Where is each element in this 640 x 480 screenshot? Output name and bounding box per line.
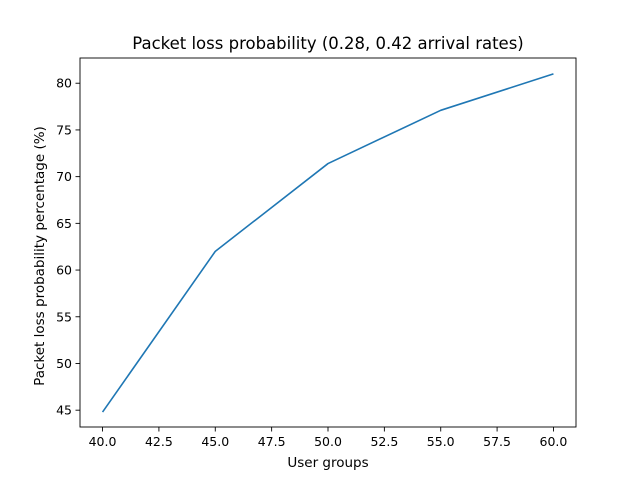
x-tick-label: 50.0 (314, 434, 342, 449)
y-tick-label: 80 (56, 76, 72, 91)
axes-frame (79, 57, 577, 428)
y-tick-label: 70 (56, 169, 72, 184)
plot-area: 40.0 42.5 45.0 47.5 50.0 52.5 55.0 57.5 60.0 45 50… (56, 57, 577, 449)
x-tick-label: 40.0 (89, 434, 117, 449)
x-tick-label: 57.5 (483, 434, 511, 449)
y-tick-label: 60 (56, 263, 72, 278)
chart-title: Packet loss probability (0.28, 0.42 arri… (132, 34, 524, 53)
y-axis-label: Packet loss probability percentage (%) (32, 126, 48, 386)
x-tick-label: 45.0 (201, 434, 229, 449)
y-tick-label: 45 (56, 403, 72, 418)
series-line-0 (101, 73, 554, 413)
x-tick-label: 55.0 (427, 434, 455, 449)
y-tick-label: 75 (56, 122, 72, 137)
y-tick-label: 65 (56, 216, 72, 231)
x-tick-label: 42.5 (145, 434, 173, 449)
x-tick-label: 52.5 (370, 434, 398, 449)
y-tick-label: 55 (56, 309, 72, 324)
x-axis-label: User groups (287, 455, 368, 471)
x-tick-label: 47.5 (258, 434, 286, 449)
x-tick-label: 60.0 (540, 434, 568, 449)
y-tick-label: 50 (56, 356, 72, 371)
